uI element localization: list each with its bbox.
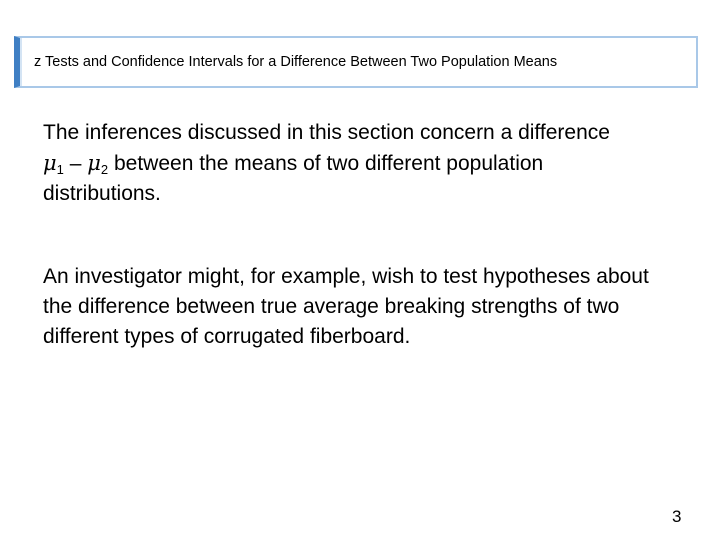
symbol: μ [87,151,101,175]
operator: – [63,152,88,175]
paragraph: An investigator might, for example, wish… [43,265,649,348]
symbol: μ [43,151,57,175]
subscript: 2 [100,162,109,177]
subscript: 1 [56,162,64,177]
page-number: 3 [672,507,682,526]
text: between the means of two different popul… [43,152,544,205]
title-box [14,36,698,88]
slide-title: z Tests and Confidence Intervals for a D… [34,54,558,70]
paragraph: The inferences discussed in this section… [43,118,633,209]
text: The inferences discussed in this section… [43,121,610,144]
